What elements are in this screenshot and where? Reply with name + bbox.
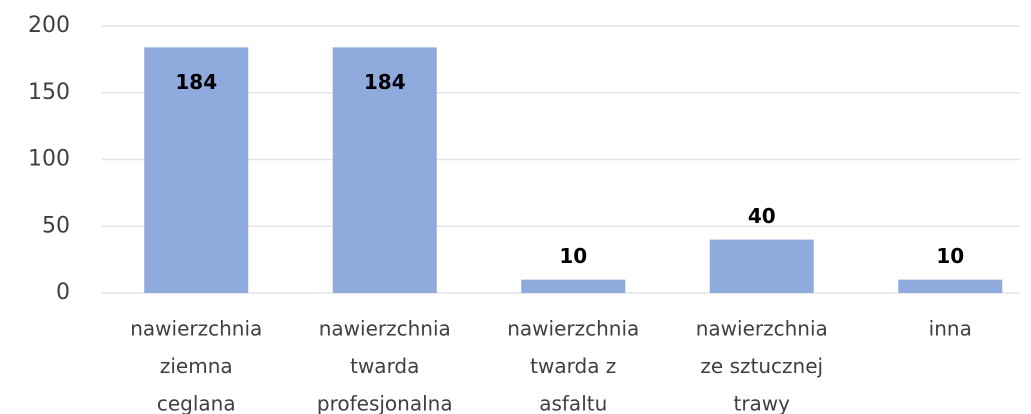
bar [709,239,814,293]
x-tick-label: nawierzchnia [696,317,828,341]
x-tick-label: nawierzchnia [130,317,262,341]
bar [332,47,437,293]
value-label: 40 [748,204,776,228]
x-tick-label: ziemna [160,354,233,378]
x-tick-label: trawy [733,392,790,414]
y-tick-label: 50 [42,213,70,238]
y-tick-label: 100 [28,147,70,172]
value-label: 184 [364,70,406,94]
bar [144,47,249,293]
x-tick-label: ze sztucznej [700,354,823,378]
bar [898,279,1003,293]
y-tick-label: 150 [28,80,70,105]
y-tick-label: 0 [56,280,70,305]
value-label: 10 [559,244,587,268]
x-tick-label: nawierzchnia [319,317,451,341]
bar [521,279,626,293]
x-tick-label: profesjonalna [317,392,453,414]
value-label: 10 [936,244,964,268]
y-tick-label: 200 [28,13,70,38]
x-tick-label: twarda z [530,354,616,378]
x-tick-label: inna [929,317,972,341]
x-tick-label: ceglana [157,392,236,414]
x-tick-label: nawierzchnia [507,317,639,341]
x-tick-label: asfaltu [539,392,607,414]
x-tick-label: twarda [350,354,419,378]
value-label: 184 [175,70,217,94]
